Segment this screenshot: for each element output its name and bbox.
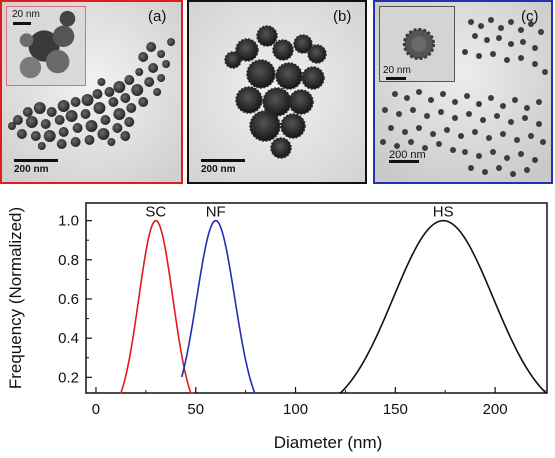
inset-scale-bar-c: [386, 77, 406, 80]
x-axis-label: Diameter (nm): [274, 433, 383, 452]
tem-image-b: [189, 2, 365, 182]
y-tick-label: 0.4: [58, 330, 79, 347]
panel-label-c: (c): [521, 8, 539, 25]
x-tick-label: 100: [283, 401, 308, 418]
inset-scale-label-c: 20 nm: [383, 65, 411, 76]
inset-c: 20 nm: [379, 6, 455, 82]
x-tick-label: 0: [92, 401, 100, 418]
y-tick-label: 0.8: [58, 252, 79, 269]
tem-panel-c: 20 nm (c) 200 nm: [373, 0, 553, 184]
scale-bar-c: [389, 160, 419, 163]
curves: [119, 219, 548, 394]
y-tick-label: 1.0: [58, 213, 79, 230]
series-curve-nf: [181, 219, 258, 394]
x-tick-label: 200: [483, 401, 508, 418]
series-label-nf: NF: [206, 204, 226, 221]
x-axis-ticks: 0 50 100 150 200: [92, 387, 546, 418]
tem-panel-a: 20 nm (a) 200 nm: [0, 0, 183, 184]
y-axis-ticks: 0.2 0.4 0.6 0.8 1.0: [58, 213, 92, 386]
inset-image-c: [380, 7, 454, 81]
scale-bar-b: [201, 159, 245, 162]
inset-image-a: [7, 7, 85, 85]
plot-frame: [85, 202, 548, 394]
inset-scale-label-a: 20 nm: [12, 9, 40, 20]
series-curve-sc: [119, 219, 194, 394]
x-tick-label: 150: [383, 401, 408, 418]
tem-panel-b: (b) 200 nm: [187, 0, 367, 184]
series-label-hs: HS: [433, 204, 454, 221]
scale-label-b: 200 nm: [201, 164, 236, 175]
x-tick-label: 50: [187, 401, 204, 418]
panel-label-b: (b): [333, 8, 352, 25]
scale-bar-a: [14, 159, 58, 162]
panel-label-a: (a): [148, 8, 167, 25]
series-curve-hs: [339, 219, 548, 394]
inset-a: 20 nm: [6, 6, 86, 86]
y-tick-label: 0.2: [58, 369, 79, 386]
size-distribution-chart: 0 50 100 150 200 0.2 0.4 0.6 0.8 1.0 SC NF HS Diam…: [6, 202, 548, 452]
scale-label-a: 200 nm: [14, 164, 49, 175]
y-tick-label: 0.6: [58, 291, 79, 308]
series-label-sc: SC: [145, 204, 166, 221]
scale-label-c: 200 nm: [389, 149, 426, 161]
series-labels: SC NF HS: [145, 204, 453, 221]
y-axis-label: Frequency (Normalized): [6, 207, 25, 389]
inset-scale-bar-a: [13, 22, 31, 25]
